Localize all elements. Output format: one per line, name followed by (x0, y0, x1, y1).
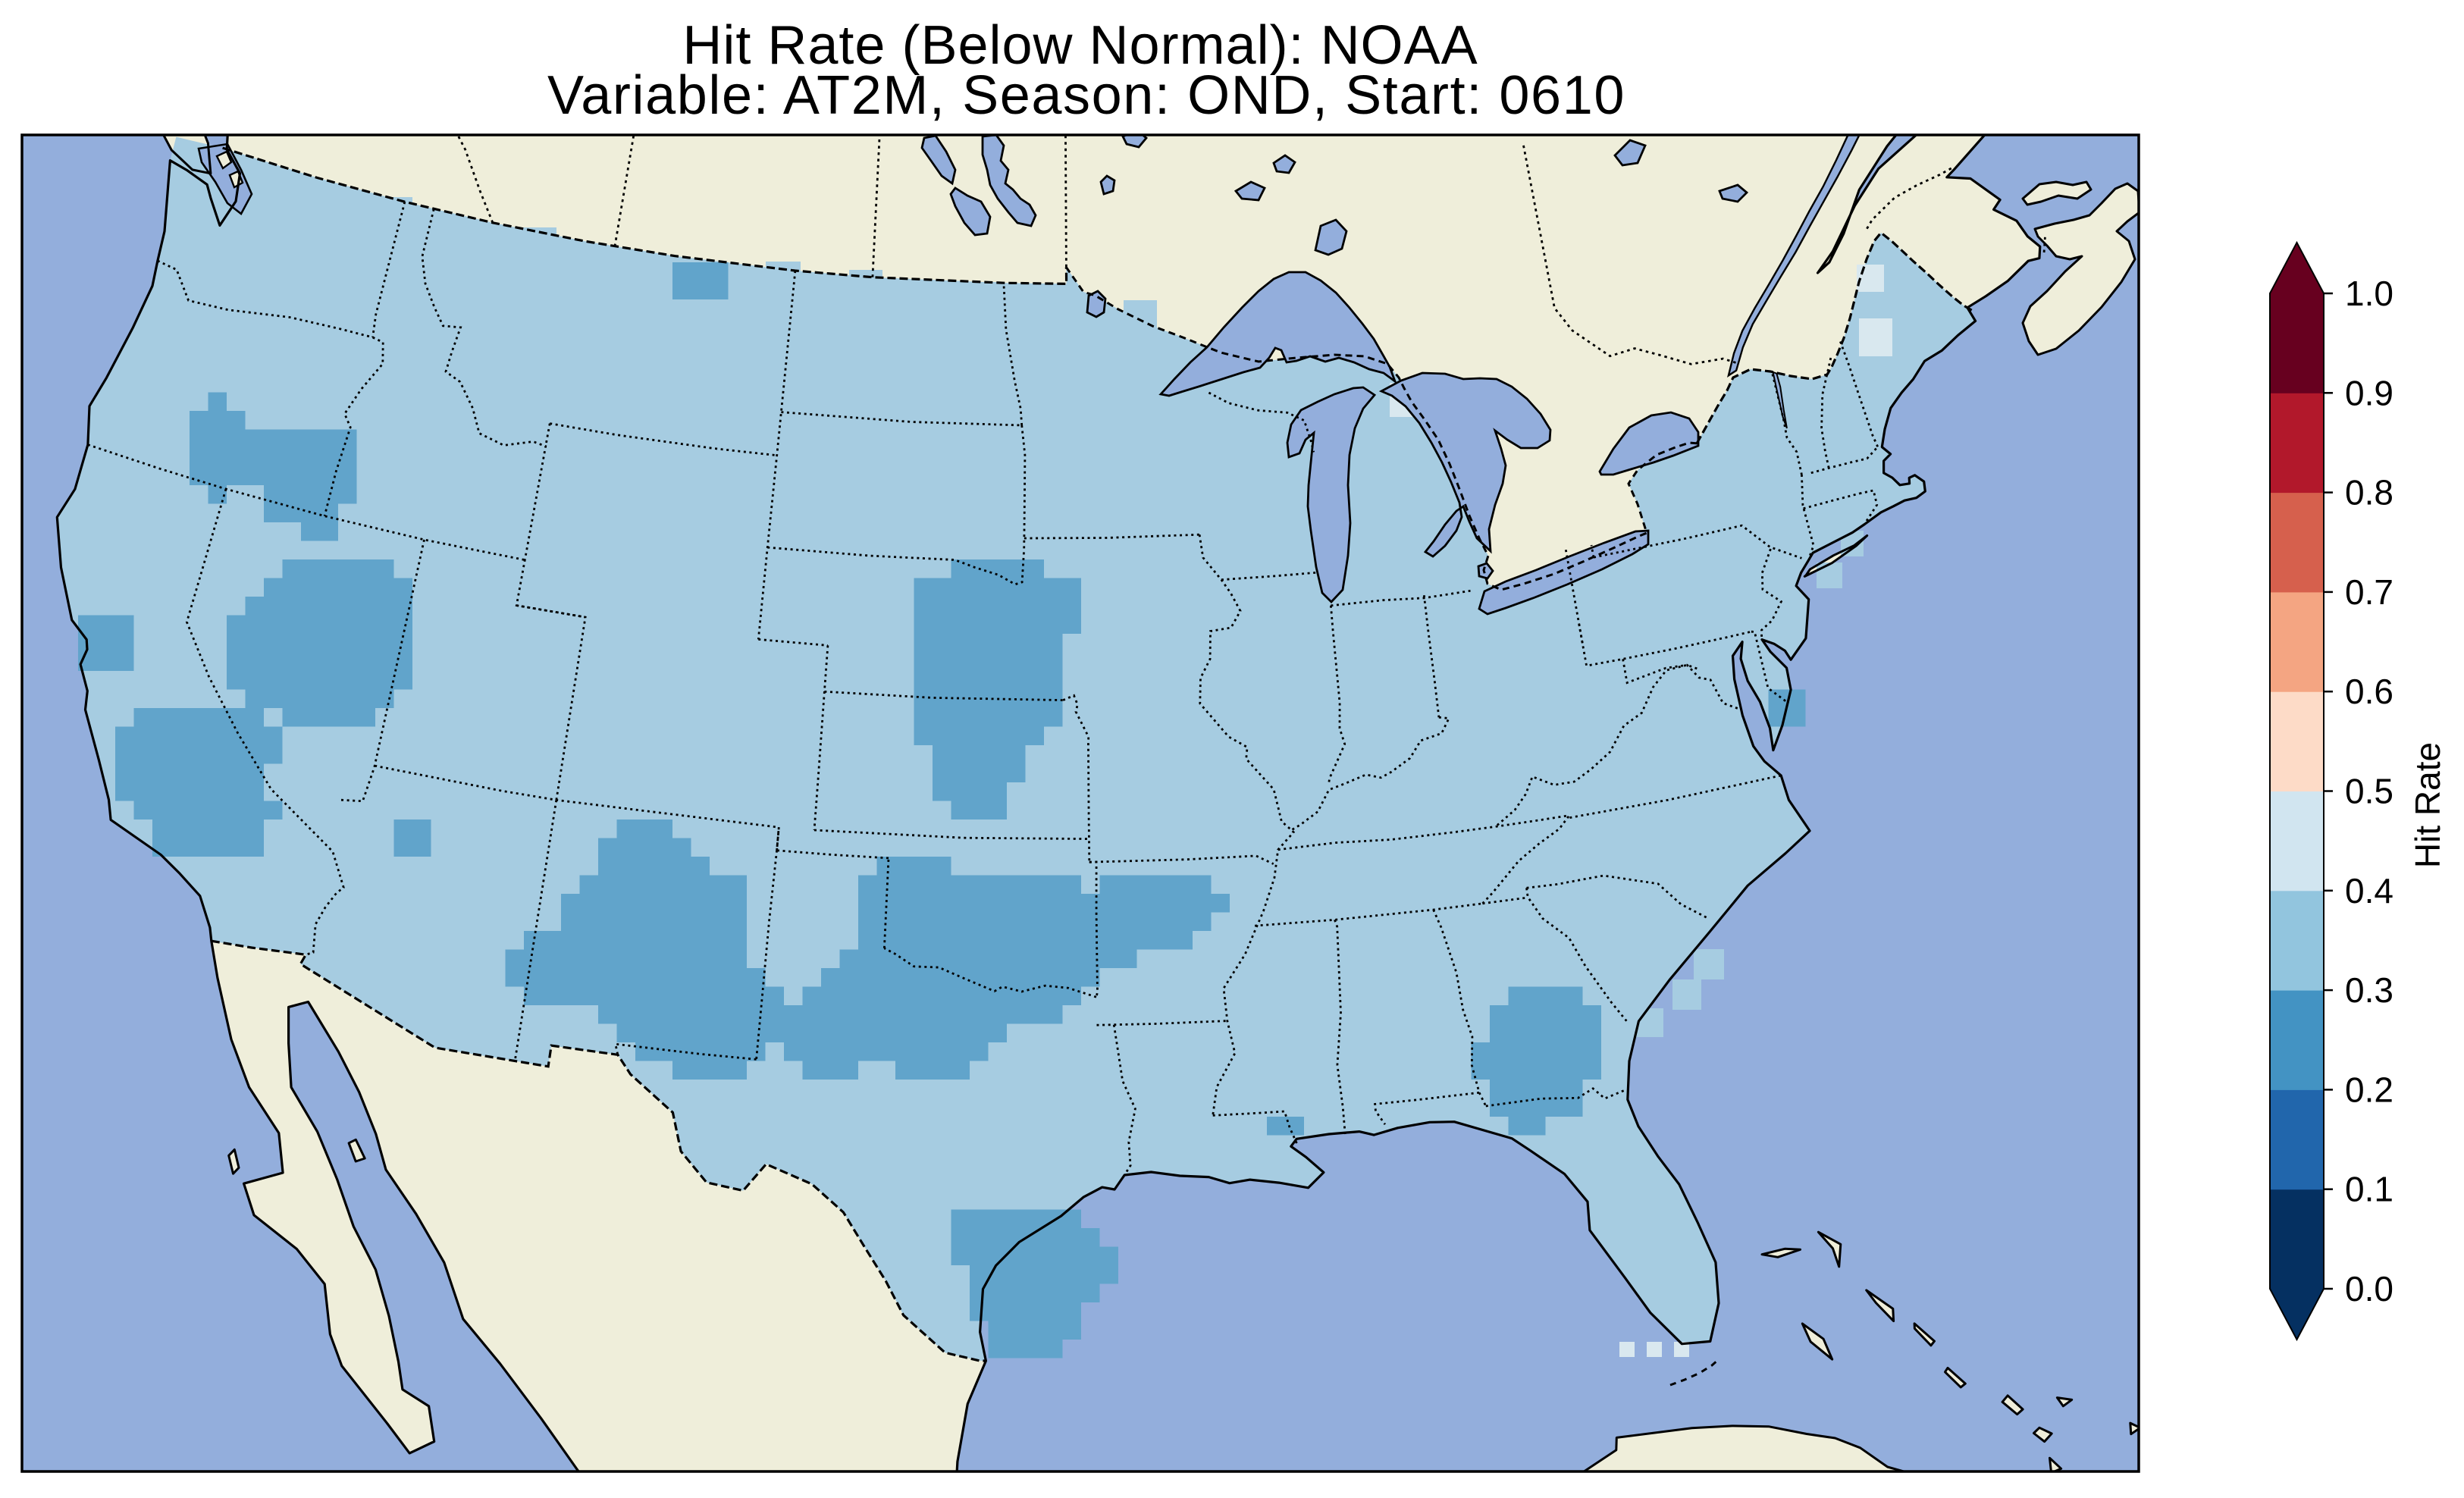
svg-text:0.5: 0.5 (2345, 772, 2393, 811)
svg-text:0.9: 0.9 (2345, 373, 2393, 412)
svg-text:0.2: 0.2 (2345, 1070, 2393, 1109)
svg-text:0.0: 0.0 (2345, 1269, 2393, 1308)
svg-text:0.3: 0.3 (2345, 970, 2393, 1010)
svg-text:1.0: 1.0 (2345, 274, 2393, 313)
svg-text:Hit Rate (Below Normal): NOAA: Hit Rate (Below Normal): NOAA (682, 15, 1478, 76)
svg-text:0.7: 0.7 (2345, 572, 2393, 612)
svg-text:0.8: 0.8 (2345, 473, 2393, 512)
svg-text:Variable: AT2M, Season: OND, S: Variable: AT2M, Season: OND, Start: 0610 (547, 65, 1625, 126)
svg-text:Hit Rate: Hit Rate (2408, 742, 2447, 868)
svg-text:0.1: 0.1 (2345, 1170, 2393, 1209)
svg-text:0.4: 0.4 (2345, 871, 2393, 910)
svg-text:0.6: 0.6 (2345, 672, 2393, 711)
